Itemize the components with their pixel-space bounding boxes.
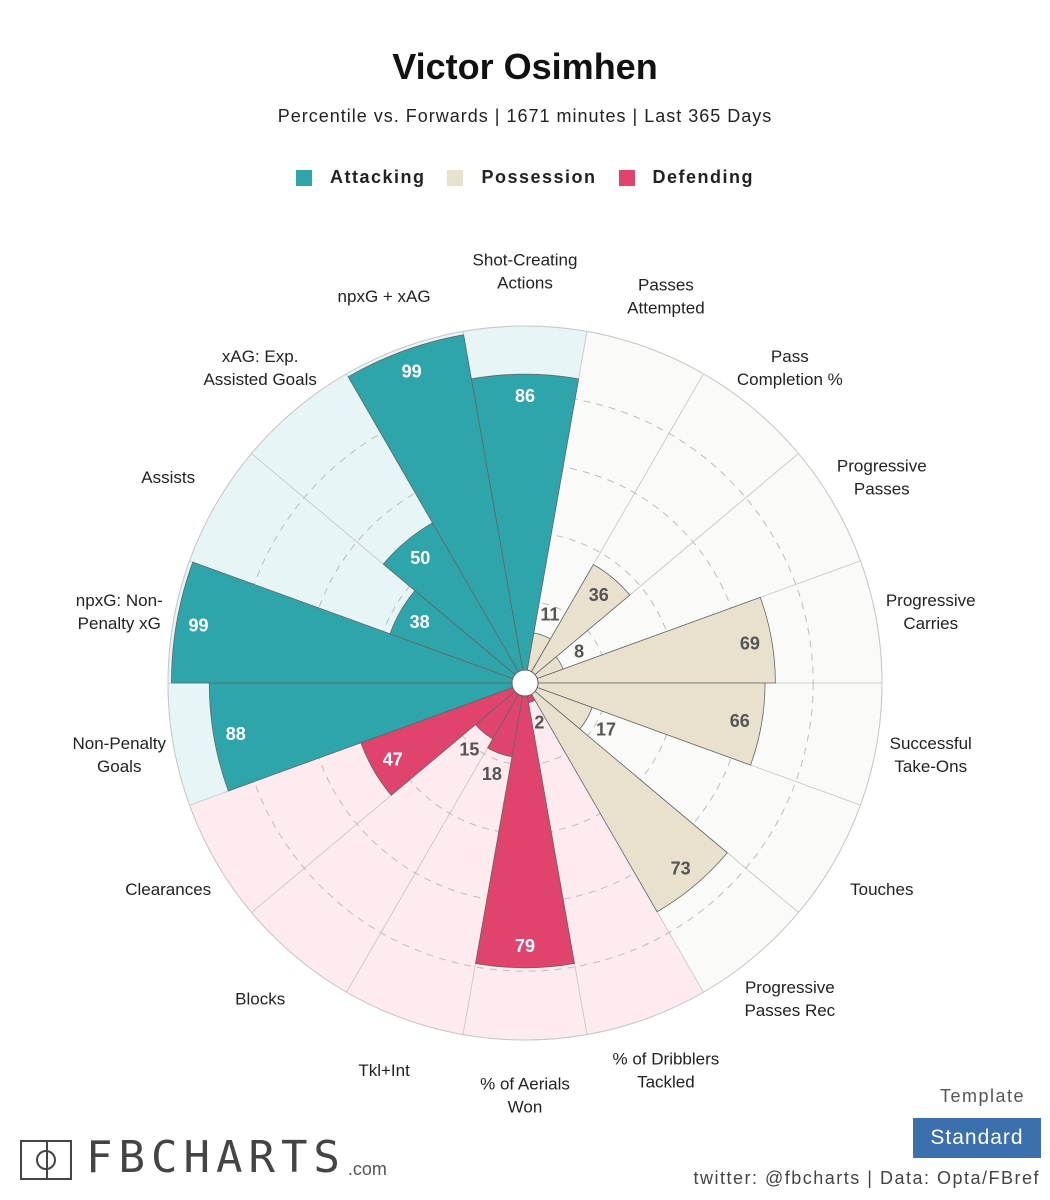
legend-label-defending: Defending bbox=[652, 167, 755, 187]
category-label: npxG: Non-Penalty xG bbox=[76, 591, 163, 633]
category-label: Blocks bbox=[235, 990, 285, 1009]
fbcharts-logo: FBCHARTS .com bbox=[20, 1136, 387, 1180]
legend-swatch-defending bbox=[618, 169, 635, 186]
value-label: 99 bbox=[188, 615, 208, 635]
legend-item-defending: Defending bbox=[618, 167, 755, 188]
category-label: Progressive Carries bbox=[886, 591, 976, 633]
value-label: 36 bbox=[589, 585, 609, 605]
legend-item-attacking: Attacking bbox=[295, 167, 426, 188]
category-label: Progressive Passes Rec bbox=[744, 978, 835, 1020]
logo-suffix: .com bbox=[347, 1159, 387, 1179]
category-label: Passes Attempted bbox=[627, 275, 705, 317]
value-label: 69 bbox=[740, 633, 760, 653]
category-label: Clearances bbox=[125, 880, 211, 899]
value-label: 86 bbox=[515, 386, 535, 406]
outer-circle bbox=[167, 325, 883, 1041]
value-label: 11 bbox=[540, 605, 559, 625]
value-label: 66 bbox=[730, 711, 750, 731]
value-label: 15 bbox=[459, 739, 479, 759]
legend-swatch-possession bbox=[447, 169, 464, 186]
category-label: Non-Penalty Goals bbox=[72, 734, 166, 776]
category-label: % of Aerials Won bbox=[480, 1075, 570, 1117]
category-label: Shot-Creating Actions bbox=[473, 251, 578, 293]
template-badge: Standard bbox=[913, 1118, 1041, 1158]
legend-item-possession: Possession bbox=[447, 167, 596, 188]
category-label: xAG: Exp. Assisted Goals bbox=[203, 347, 316, 389]
value-label: 2 bbox=[534, 712, 544, 732]
value-label: 73 bbox=[671, 858, 691, 878]
value-label: 88 bbox=[226, 724, 246, 744]
value-label: 17 bbox=[596, 720, 616, 740]
legend-label-attacking: Attacking bbox=[329, 167, 426, 187]
value-label: 38 bbox=[410, 612, 430, 632]
template-label: Template bbox=[940, 1086, 1026, 1106]
category-label: Touches bbox=[850, 880, 913, 899]
category-label: Assists bbox=[141, 468, 195, 487]
pitch-icon bbox=[20, 1140, 72, 1180]
category-label: npxG + xAG bbox=[338, 287, 431, 306]
category-label: Progressive Passes bbox=[837, 457, 927, 499]
legend: Attacking Possession Defending bbox=[0, 167, 1050, 188]
legend-label-possession: Possession bbox=[481, 167, 597, 187]
chart-title: Victor Osimhen bbox=[392, 46, 658, 87]
value-label: 79 bbox=[515, 936, 535, 956]
value-label: 18 bbox=[482, 764, 502, 784]
value-label: 50 bbox=[410, 548, 430, 568]
category-label: Successful Take-Ons bbox=[890, 734, 972, 776]
value-label: 99 bbox=[402, 361, 422, 381]
value-label: 47 bbox=[383, 749, 403, 769]
credits: twitter: @fbcharts | Data: Opta/FBref bbox=[693, 1168, 1040, 1188]
category-label: Tkl+Int bbox=[358, 1061, 410, 1080]
chart-subtitle: Percentile vs. Forwards | 1671 minutes |… bbox=[277, 106, 773, 126]
logo-text: FBCHARTS bbox=[86, 1132, 346, 1183]
legend-swatch-attacking bbox=[295, 169, 312, 186]
value-label: 8 bbox=[574, 642, 584, 662]
category-label: % of Dribblers Tackled bbox=[613, 1050, 720, 1092]
center-circle bbox=[511, 669, 539, 697]
category-label: Pass Completion % bbox=[737, 347, 843, 389]
